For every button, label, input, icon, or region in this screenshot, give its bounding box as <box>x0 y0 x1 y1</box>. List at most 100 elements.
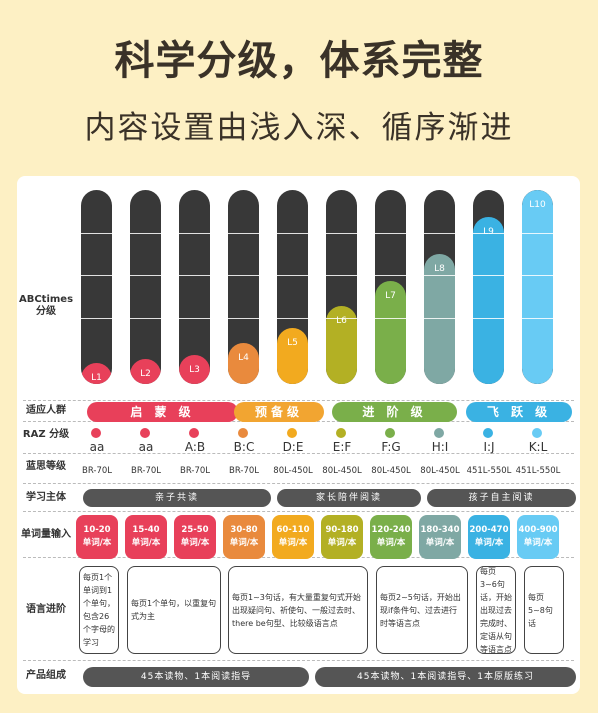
grid-line <box>375 318 406 319</box>
raz-level: K:L <box>528 440 548 454</box>
vocab-box: 180-340 单词/本 <box>419 515 461 559</box>
level-column: L7 <box>375 190 406 384</box>
language-box-5: 每页3~6句话，开始出现过去完成时、定语从句等语言点 <box>476 566 516 654</box>
vocab-range: 200-470 <box>469 525 509 535</box>
lexile-level: BR-70L <box>228 466 259 476</box>
language-box-4: 每页2~5句话，开始出现if条件句、过去进行时等语言点 <box>376 566 468 654</box>
grid-line <box>228 318 259 319</box>
grid-line <box>81 275 112 276</box>
raz-level: aa <box>138 440 154 454</box>
lexile-level: 451L-550L <box>515 466 561 476</box>
raz-dot <box>336 428 346 438</box>
level-label: L1 <box>91 373 102 383</box>
level-label: L6 <box>336 316 347 326</box>
level-column: L3 <box>179 190 210 384</box>
level-fill <box>130 359 161 384</box>
level-label: L3 <box>189 365 200 375</box>
vocab-range: 180-340 <box>420 525 460 535</box>
raz-dot <box>189 428 199 438</box>
level-fill <box>277 328 308 384</box>
vocab-box: 60-110 单词/本 <box>272 515 314 559</box>
row-label-vocab: 单词量输入 <box>21 529 71 540</box>
vocab-unit: 单词/本 <box>523 538 553 548</box>
divider <box>23 483 574 484</box>
grid-line <box>326 318 357 319</box>
grid-line <box>179 275 210 276</box>
level-label: L9 <box>483 227 494 237</box>
vocab-unit: 单词/本 <box>131 538 161 548</box>
vocab-box: 10-20 单词/本 <box>76 515 118 559</box>
grid-line <box>375 233 406 234</box>
level-column: L2 <box>130 190 161 384</box>
grid-line <box>81 233 112 234</box>
vocab-box: 90-180 单词/本 <box>321 515 363 559</box>
grid-line <box>522 318 553 319</box>
audience-band: 进 阶 级 <box>332 402 457 422</box>
vocab-range: 90-180 <box>325 525 359 535</box>
subject-bar-parent-accompany: 家长陪伴阅读 <box>277 489 421 507</box>
level-fill <box>375 281 406 384</box>
raz-level: H:I <box>431 440 449 454</box>
lexile-level: 80L-450L <box>322 466 362 476</box>
grid-line <box>277 318 308 319</box>
language-box-6: 每页5~8句话 <box>524 566 564 654</box>
vocab-unit: 单词/本 <box>474 538 504 548</box>
grid-line <box>375 275 406 276</box>
product-bar-1: 45本读物、1本阅读指导 <box>83 667 309 687</box>
row-label-product: 产品组成 <box>26 670 66 681</box>
grid-line <box>522 233 553 234</box>
raz-level: I:J <box>483 440 495 454</box>
level-column: L4 <box>228 190 259 384</box>
raz-dot <box>483 428 493 438</box>
row-label-abc: ABCtimes 分级 <box>18 294 74 317</box>
grid-line <box>277 275 308 276</box>
level-column: L6 <box>326 190 357 384</box>
vocab-box: 200-470 单词/本 <box>468 515 510 559</box>
level-column: L1 <box>81 190 112 384</box>
subject-bar-parent-child: 亲子共读 <box>83 489 271 507</box>
vocab-unit: 单词/本 <box>425 538 455 548</box>
raz-level: B:C <box>233 440 255 454</box>
grid-line <box>130 318 161 319</box>
grid-line <box>228 233 259 234</box>
vocab-unit: 单词/本 <box>278 538 308 548</box>
vocab-unit: 单词/本 <box>376 538 406 548</box>
vocab-box: 15-40 单词/本 <box>125 515 167 559</box>
grid-line <box>424 318 455 319</box>
lexile-level: BR-70L <box>179 466 210 476</box>
lexile-level: BR-70L <box>130 466 161 476</box>
level-fill <box>179 355 210 384</box>
vocab-range: 400-900 <box>518 525 558 535</box>
vocab-range: 25-50 <box>181 525 209 535</box>
grid-line <box>228 275 259 276</box>
lexile-level: 451L-550L <box>466 466 512 476</box>
raz-dot <box>238 428 248 438</box>
product-bar-2: 45本读物、1本阅读指导、1本原版练习 <box>315 667 576 687</box>
language-box-3: 每页1~3句话，有大量重复句式开始出现疑问句、祈使句、一般过去时、there b… <box>228 566 368 654</box>
lexile-level: BR-70L <box>81 466 112 476</box>
level-column: L9 <box>473 190 504 384</box>
grid-line <box>424 233 455 234</box>
raz-level: A:B <box>184 440 206 454</box>
vocab-unit: 单词/本 <box>180 538 210 548</box>
level-label: L10 <box>529 200 546 210</box>
grid-line <box>179 233 210 234</box>
subject-bar-independent: 孩子自主阅读 <box>427 489 576 507</box>
raz-dot <box>385 428 395 438</box>
vocab-range: 10-20 <box>83 525 111 535</box>
lexile-level: 80L-450L <box>371 466 411 476</box>
raz-dot <box>287 428 297 438</box>
vocab-range: 120-240 <box>371 525 411 535</box>
grid-line <box>277 233 308 234</box>
vocab-unit: 单词/本 <box>229 538 259 548</box>
audience-band: 启 蒙 级 <box>87 402 238 422</box>
grid-line <box>81 318 112 319</box>
level-label: L8 <box>434 264 445 274</box>
lexile-level: 80L-450L <box>273 466 313 476</box>
raz-dot <box>140 428 150 438</box>
raz-dot <box>91 428 101 438</box>
level-label: L2 <box>140 369 151 379</box>
vocab-range: 15-40 <box>132 525 160 535</box>
grid-line <box>473 318 504 319</box>
page-title: 科学分级，体系完整 <box>114 38 484 84</box>
